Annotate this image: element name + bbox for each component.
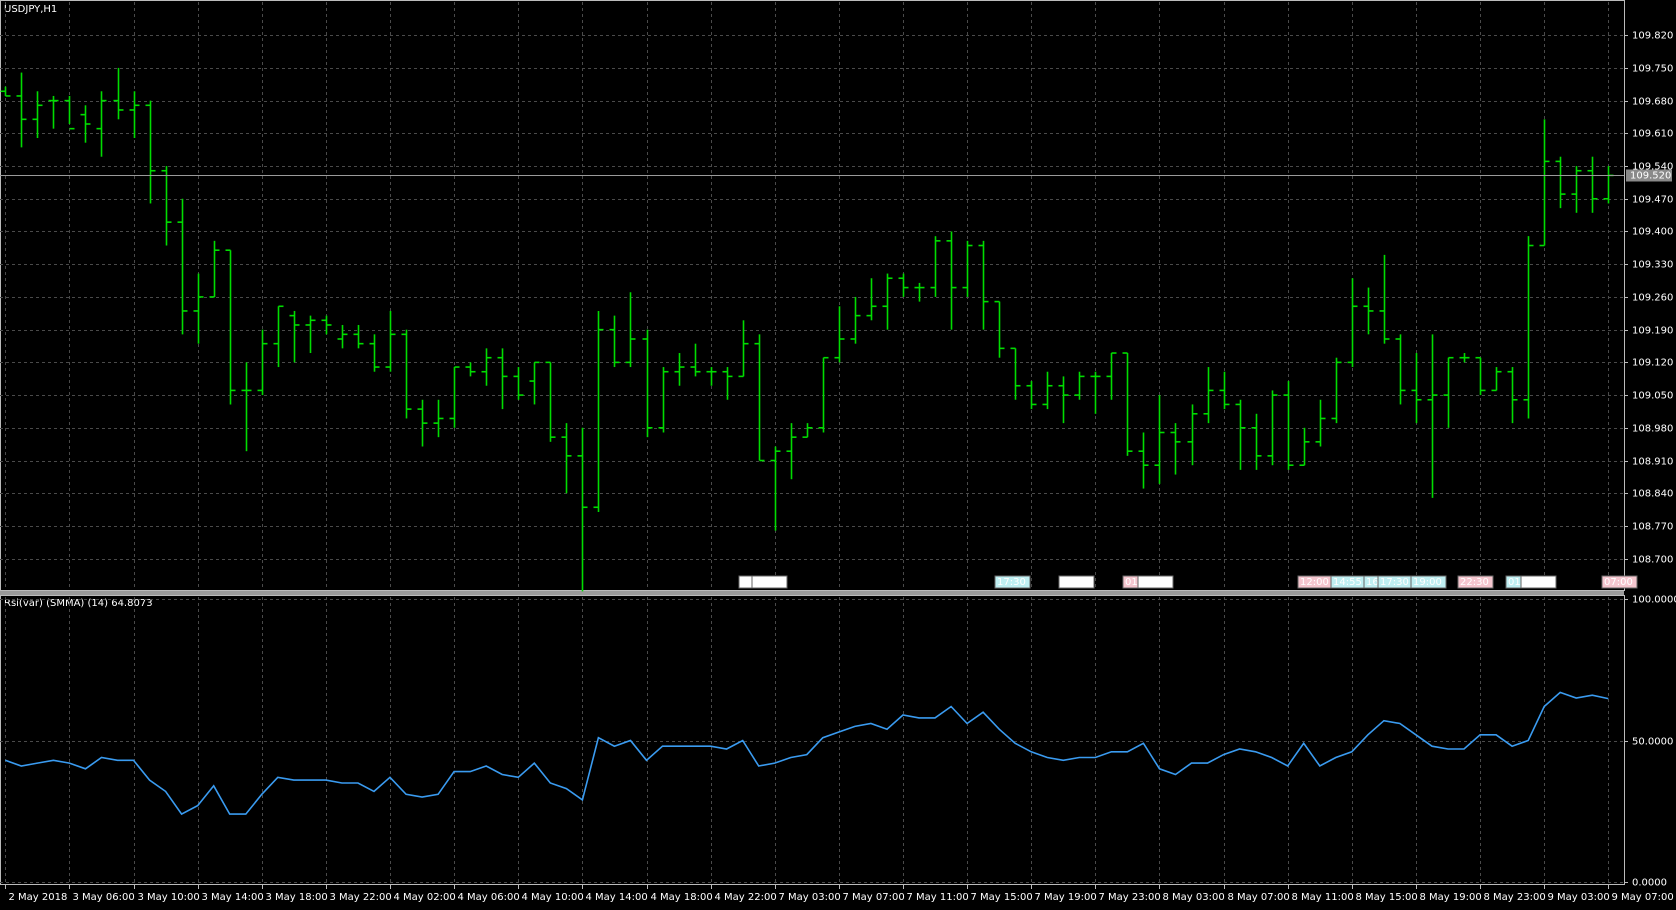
x-tick-label: 7 May 03:00 bbox=[779, 892, 841, 903]
y-tick-label: 108.840 bbox=[1632, 489, 1673, 500]
event-label: 22:30 bbox=[1460, 577, 1489, 588]
event-label: 16: bbox=[1366, 577, 1382, 588]
indicator-title: Rsi(var) (SMMA) (14) 64.8073 bbox=[4, 598, 153, 609]
event-marker bbox=[1457, 575, 1494, 589]
event-label: 12:00 bbox=[1300, 577, 1329, 588]
event-marker bbox=[1137, 575, 1174, 589]
x-tick-label: 7 May 11:00 bbox=[907, 892, 969, 903]
x-tick-label: 4 May 14:00 bbox=[586, 892, 648, 903]
y-tick-label: 109.820 bbox=[1632, 31, 1673, 42]
x-tick-label: 7 May 23:00 bbox=[1099, 892, 1161, 903]
event-marker bbox=[1520, 575, 1557, 589]
y-tick-label: 109.610 bbox=[1632, 129, 1673, 140]
event-label: 02:00 bbox=[1140, 577, 1169, 588]
x-tick-label: 4 May 02:00 bbox=[394, 892, 456, 903]
event-marker bbox=[751, 575, 788, 589]
event-label: 01: bbox=[741, 577, 757, 588]
rsi-pane-border bbox=[0, 595, 1625, 885]
last-price-label: 109.520 bbox=[1630, 171, 1671, 182]
pane-separator bbox=[0, 591, 1624, 595]
x-tick-label: 3 May 06:00 bbox=[73, 892, 135, 903]
x-tick-label: 3 May 22:00 bbox=[330, 892, 392, 903]
x-tick-label: 7 May 07:00 bbox=[843, 892, 905, 903]
x-tick-label: 4 May 10:00 bbox=[522, 892, 584, 903]
event-label: 02:00 bbox=[754, 577, 783, 588]
x-tick-label: 3 May 14:00 bbox=[202, 892, 264, 903]
event-marker bbox=[1410, 575, 1447, 589]
y-tick-label: 108.910 bbox=[1632, 457, 1673, 468]
x-tick-label: 8 May 15:00 bbox=[1356, 892, 1418, 903]
event-marker bbox=[1058, 575, 1095, 589]
x-tick-label: 4 May 22:00 bbox=[715, 892, 777, 903]
y-tick-label: 108.770 bbox=[1632, 522, 1673, 533]
event-label: 02:00 bbox=[1523, 577, 1552, 588]
y-tick-label: 109.680 bbox=[1632, 97, 1673, 108]
x-tick-label: 9 May 03:00 bbox=[1548, 892, 1610, 903]
y-tick-label: 109.400 bbox=[1632, 227, 1673, 238]
x-tick-label: 3 May 10:00 bbox=[138, 892, 200, 903]
y-tick-label: 50.0000 bbox=[1632, 737, 1673, 748]
event-marker bbox=[994, 575, 1031, 589]
x-tick-label: 8 May 03:00 bbox=[1163, 892, 1225, 903]
y-tick-label: 109.750 bbox=[1632, 64, 1673, 75]
y-tick-label: 109.190 bbox=[1632, 326, 1673, 337]
x-tick-label: 3 May 18:00 bbox=[266, 892, 328, 903]
y-tick-label: 109.260 bbox=[1632, 293, 1673, 304]
y-tick-label: 109.330 bbox=[1632, 260, 1673, 271]
x-tick-label: 8 May 19:00 bbox=[1420, 892, 1482, 903]
x-tick-label: 7 May 15:00 bbox=[971, 892, 1033, 903]
chart-title: USDJPY,H1 bbox=[4, 4, 57, 15]
x-tick-label: 4 May 06:00 bbox=[458, 892, 520, 903]
y-tick-label: 0.0000 bbox=[1632, 878, 1667, 889]
price-pane-border bbox=[0, 0, 1625, 591]
event-label: 21:30 bbox=[1061, 577, 1090, 588]
event-marker bbox=[1601, 575, 1638, 589]
event-label: 01: bbox=[1125, 577, 1141, 588]
x-tick-label: 8 May 07:00 bbox=[1228, 892, 1290, 903]
y-tick-label: 108.700 bbox=[1632, 555, 1673, 566]
x-tick-label: 2 May 2018 bbox=[9, 892, 68, 903]
y-tick-label: 109.470 bbox=[1632, 195, 1673, 206]
event-label: 19:00 bbox=[1413, 577, 1442, 588]
event-label: 17:30 bbox=[997, 577, 1026, 588]
y-tick-label: 100.0000 bbox=[1632, 595, 1676, 606]
x-tick-label: 8 May 23:00 bbox=[1484, 892, 1546, 903]
x-tick-label: 8 May 11:00 bbox=[1292, 892, 1354, 903]
event-label: 01: bbox=[1508, 577, 1524, 588]
last-price-box bbox=[1626, 169, 1672, 182]
y-tick-label: 108.980 bbox=[1632, 424, 1673, 435]
event-label: 17:30 bbox=[1380, 577, 1409, 588]
y-tick-label: 109.120 bbox=[1632, 358, 1673, 369]
x-tick-label: 7 May 19:00 bbox=[1035, 892, 1097, 903]
y-tick-label: 109.050 bbox=[1632, 391, 1673, 402]
x-tick-label: 9 May 07:00 bbox=[1612, 892, 1674, 903]
rsi-line bbox=[5, 691, 1609, 816]
y-tick-label: 109.540 bbox=[1632, 162, 1673, 173]
event-label: 14:55 bbox=[1333, 577, 1362, 588]
event-label: 07:00 bbox=[1604, 577, 1633, 588]
x-tick-label: 4 May 18:00 bbox=[651, 892, 713, 903]
